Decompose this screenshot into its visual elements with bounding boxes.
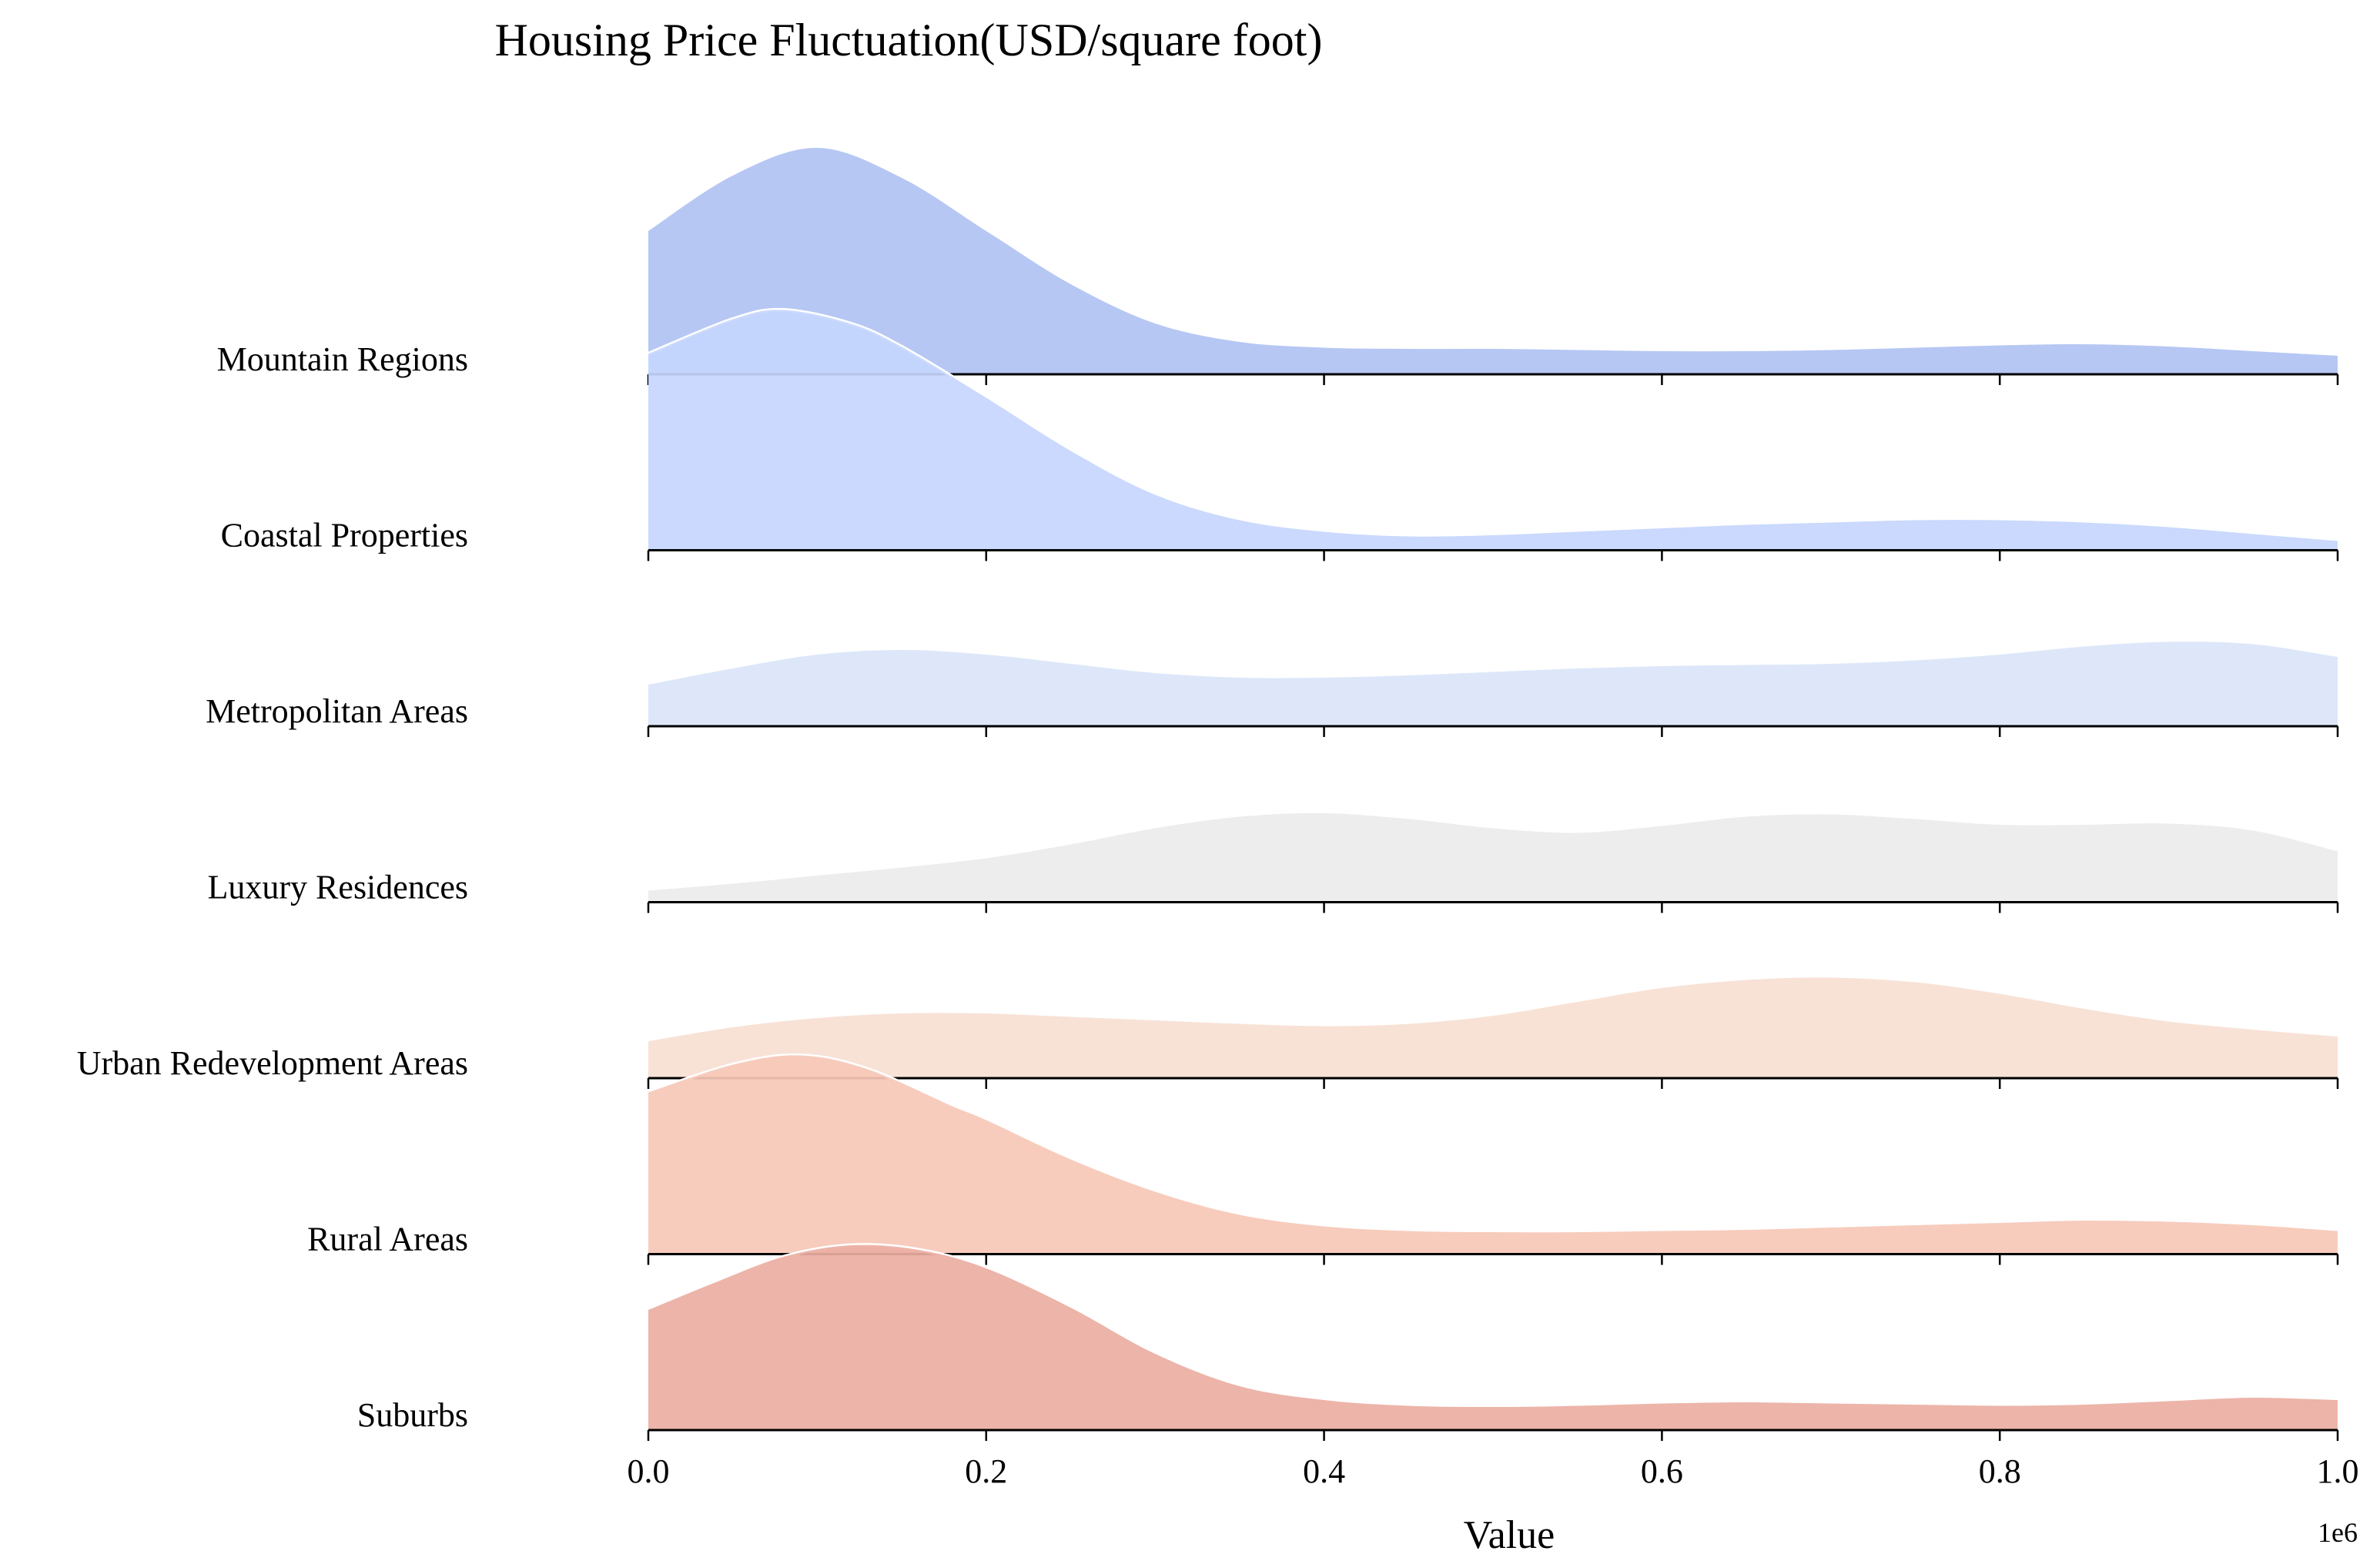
- x-tick-label: 0.4: [1303, 1452, 1345, 1490]
- x-axis-label: Value: [1464, 1513, 1555, 1557]
- ridge-area-urban-redevelopment-areas: [648, 977, 2338, 1078]
- ridge-area-suburbs: [648, 1244, 2338, 1430]
- ridge-label: Mountain Regions: [217, 340, 468, 378]
- ridge-label: Urban Redevelopment Areas: [77, 1044, 468, 1082]
- ridge-mountain-regions: Mountain Regions: [217, 146, 2340, 385]
- ridge-outline-suburbs: [646, 1243, 2340, 1409]
- ridge-area-metropolitan-areas: [648, 641, 2338, 726]
- x-tick-label: 0.6: [1641, 1452, 1683, 1490]
- x-tick-label: 0.8: [1979, 1452, 2021, 1490]
- ridge-area-mountain-regions: [648, 147, 2338, 374]
- ridges-group: Mountain Regions Coastal Properties Metrop…: [77, 146, 2340, 1441]
- ridge-metropolitan-areas: Metropolitan Areas: [206, 639, 2340, 737]
- ridge-label: Rural Areas: [307, 1221, 468, 1258]
- ridge-area-coastal-properties: [648, 310, 2338, 551]
- ridge-rural-areas: Rural Areas: [307, 1053, 2340, 1265]
- x-tick-label: 0.0: [628, 1452, 670, 1490]
- ridge-label: Metropolitan Areas: [206, 692, 468, 730]
- ridge-luxury-residences: Luxury Residences: [208, 811, 2340, 913]
- ridge-area-rural-areas: [648, 1055, 2338, 1254]
- ridge-label: Coastal Properties: [221, 517, 468, 554]
- chart-title: Housing Price Fluctuation(USD/square foo…: [495, 15, 1323, 65]
- ridge-coastal-properties: Coastal Properties: [221, 307, 2340, 561]
- x-tick-label: 0.2: [965, 1452, 1007, 1490]
- x-axis-offset-label: 1e6: [2318, 1517, 2358, 1548]
- x-tick-label: 1.0: [2317, 1452, 2359, 1490]
- ridge-label: Suburbs: [357, 1396, 468, 1434]
- axes-group: 0.0 0.2 0.4 0.6 0.8 1.0: [628, 1452, 2359, 1490]
- ridge-outline-rural-areas: [646, 1053, 2340, 1234]
- ridge-area-luxury-residences: [648, 812, 2338, 903]
- ridge-urban-redevelopment-areas: Urban Redevelopment Areas: [77, 975, 2340, 1089]
- ridge-label: Luxury Residences: [208, 869, 468, 906]
- ridge-suburbs: Suburbs: [357, 1243, 2340, 1441]
